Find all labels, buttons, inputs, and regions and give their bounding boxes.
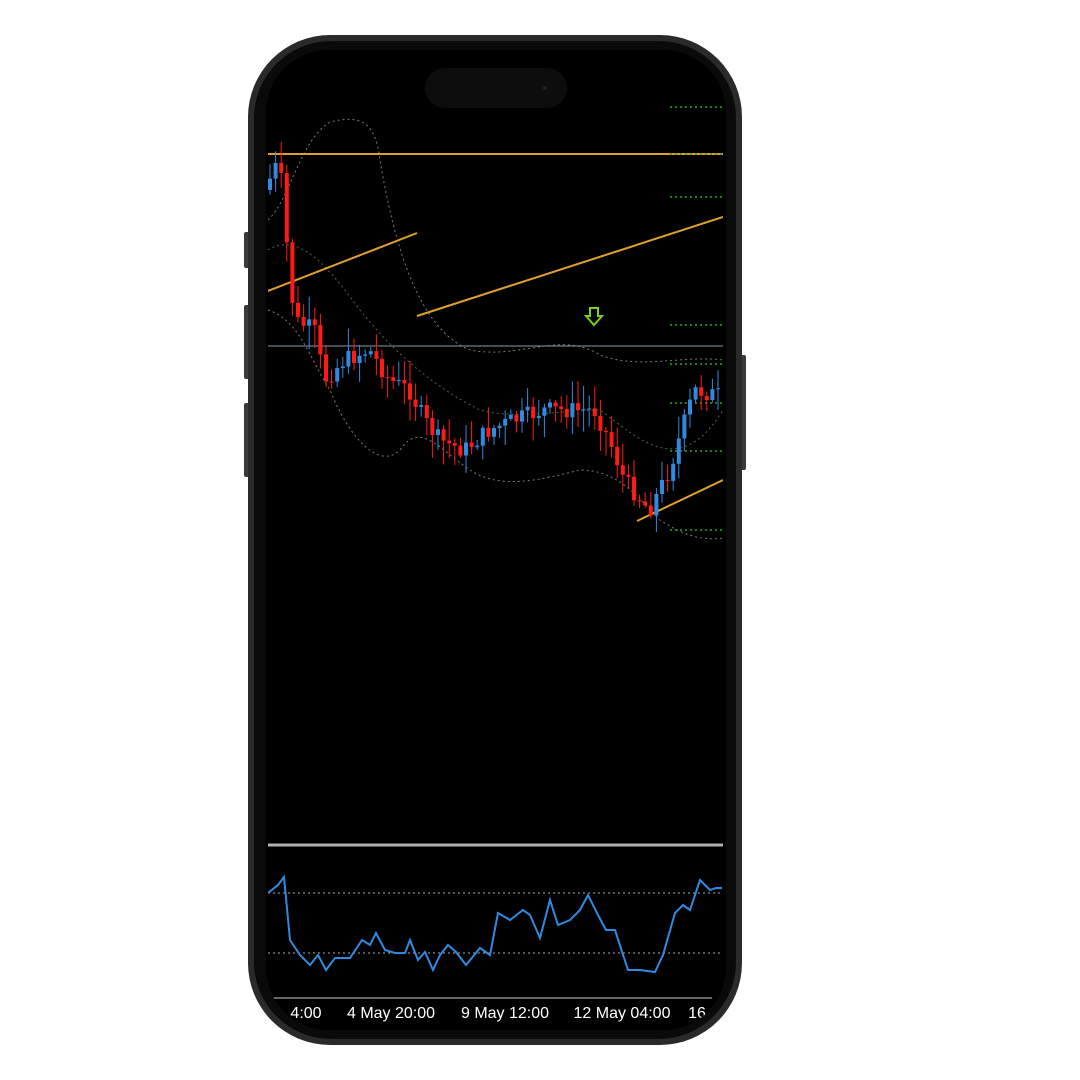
candle-body xyxy=(408,383,412,400)
candle-body xyxy=(514,414,519,422)
indicator-line xyxy=(268,874,722,974)
candle-body xyxy=(352,350,356,364)
candle-body xyxy=(660,479,664,495)
candle-body xyxy=(335,368,340,382)
candle-body xyxy=(480,427,485,446)
candle-body xyxy=(357,355,362,364)
candle-body xyxy=(492,428,496,437)
candle-body xyxy=(581,409,586,411)
candle-body xyxy=(391,377,396,382)
candle-body xyxy=(542,407,547,416)
x-axis-label: 12 May 04:00 xyxy=(574,1005,671,1022)
candle-body xyxy=(632,476,636,501)
candle-body xyxy=(598,415,603,431)
candle-body xyxy=(503,418,508,426)
candle-body xyxy=(536,415,541,419)
candle-body xyxy=(430,418,435,435)
candle-body xyxy=(385,377,390,379)
candle-body xyxy=(368,351,373,355)
candle-body xyxy=(307,319,312,326)
candle-body xyxy=(682,414,687,439)
candle-body xyxy=(290,242,295,303)
candle-body xyxy=(402,379,407,384)
candle-body xyxy=(424,405,429,419)
price-plot: 4:00 4 May 20:00 9 May 12:00 12 May 04:0… xyxy=(268,106,723,1022)
candle-body xyxy=(716,388,720,390)
candle-body xyxy=(497,425,502,429)
candle-body xyxy=(469,442,474,448)
candle-body xyxy=(273,162,278,179)
screen xyxy=(266,50,726,1030)
candle-body xyxy=(486,427,491,437)
candle-body xyxy=(413,399,418,407)
candle-body xyxy=(620,465,625,475)
candle-body xyxy=(609,432,614,447)
candle-body xyxy=(553,402,558,407)
candle-body xyxy=(452,443,457,446)
candle-body xyxy=(531,406,536,419)
candle-body xyxy=(676,438,681,464)
candle-body xyxy=(340,366,345,369)
candle-body xyxy=(324,354,328,382)
x-axis-label: 4:00 xyxy=(290,1005,321,1022)
candle-body xyxy=(665,479,670,481)
chart-area: 4:00 4 May 20:00 9 May 12:00 12 May 04:0… xyxy=(268,106,723,1022)
x-axis-label: 4 May 20:00 xyxy=(347,1005,435,1022)
candle-body xyxy=(592,408,597,416)
candle-body xyxy=(564,408,569,418)
candle-body xyxy=(699,387,704,396)
candle-body xyxy=(710,389,715,401)
candle-body xyxy=(525,406,530,411)
candle-body xyxy=(419,405,424,407)
candle-body xyxy=(296,302,300,318)
dynamic-island xyxy=(425,68,567,108)
candle-body xyxy=(615,446,620,466)
candle-body xyxy=(441,429,446,441)
candle-body xyxy=(693,387,698,400)
candle-body xyxy=(587,408,592,410)
candle-body xyxy=(604,430,608,433)
candle-body xyxy=(654,494,659,516)
candle-body xyxy=(458,445,463,456)
candle-body xyxy=(268,178,272,190)
candle-body xyxy=(396,379,401,382)
candle-body xyxy=(312,319,317,326)
candle-body xyxy=(688,399,692,415)
candle-body xyxy=(301,317,306,326)
candle-body xyxy=(559,406,564,409)
candle-body xyxy=(648,505,653,516)
candle-body xyxy=(284,172,289,243)
band-middle xyxy=(268,244,723,450)
signal-arrow xyxy=(583,307,605,327)
candle-body xyxy=(626,474,631,477)
candle-body xyxy=(704,395,709,401)
candle-body xyxy=(380,358,384,378)
candle-body xyxy=(637,500,642,502)
candle-body xyxy=(374,351,379,359)
candle-body xyxy=(346,350,351,367)
candle-body xyxy=(318,325,323,355)
candle-body xyxy=(464,442,468,456)
trend-line xyxy=(416,216,723,317)
candle-body xyxy=(643,501,648,506)
candle-body xyxy=(363,354,368,356)
candle-body xyxy=(548,402,552,408)
pivot-levels xyxy=(670,106,723,531)
candle-body xyxy=(570,403,575,418)
candle-body xyxy=(520,410,524,422)
candle-body xyxy=(279,162,284,173)
candle-body xyxy=(576,403,580,410)
candle-body xyxy=(329,381,334,383)
candle-body xyxy=(508,414,513,419)
candle-body xyxy=(447,440,452,444)
candle-body xyxy=(436,429,440,435)
candle-body xyxy=(475,445,480,448)
x-axis-label: 9 May 12:00 xyxy=(461,1005,549,1022)
candle-body xyxy=(671,463,676,481)
camera xyxy=(543,86,547,90)
candles xyxy=(268,141,720,532)
